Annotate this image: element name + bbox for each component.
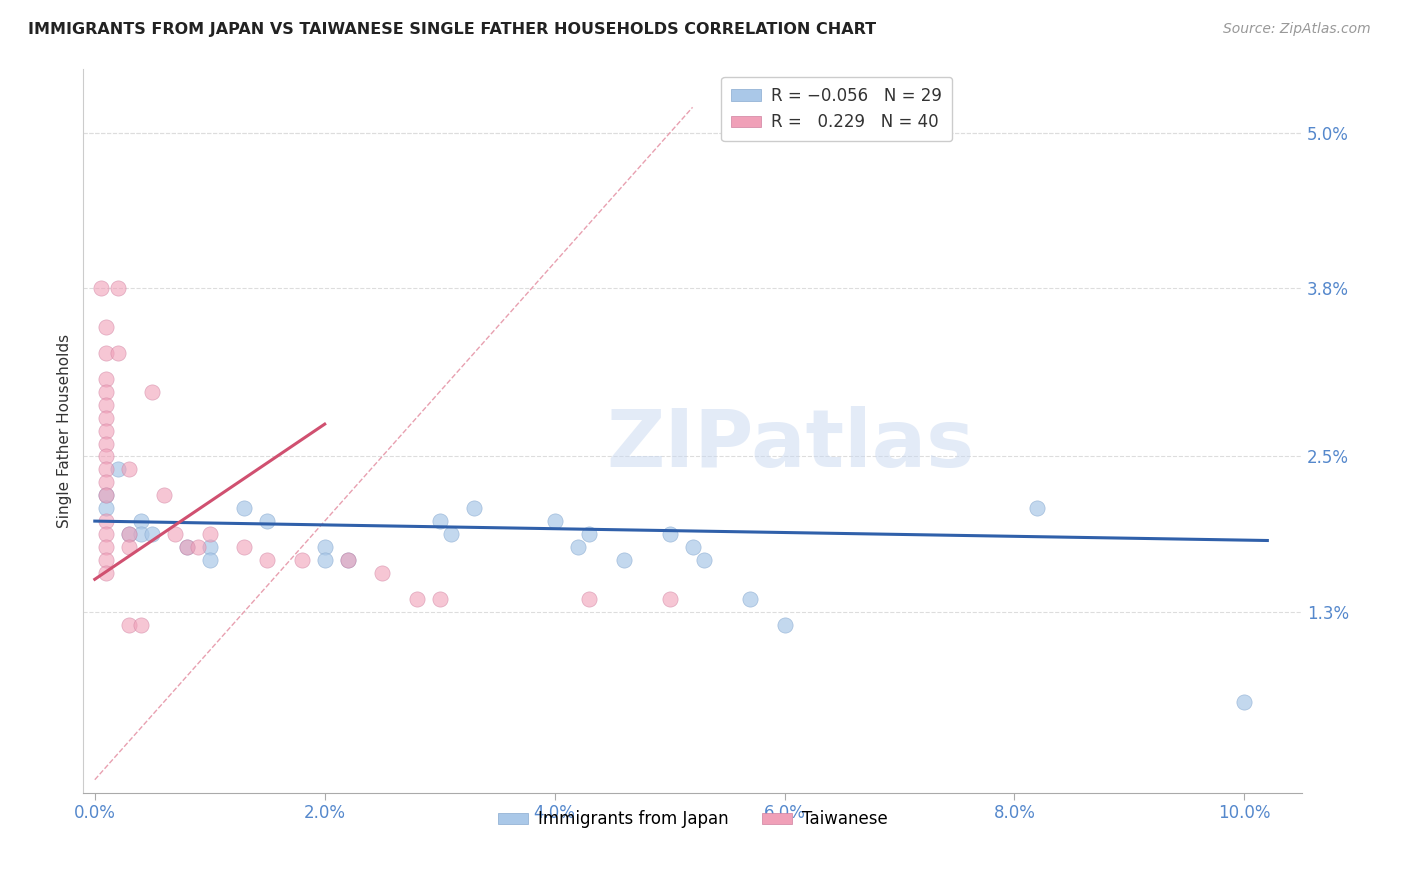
Point [543, 514, 565, 528]
Point [96, 424, 118, 438]
Point [96, 372, 118, 386]
Text: ZIPatlas: ZIPatlas [606, 406, 974, 484]
Point [96, 501, 118, 516]
Point [96, 488, 118, 502]
Point [405, 591, 427, 606]
Point [567, 540, 589, 554]
Legend: Immigrants from Japan, Taiwanese: Immigrants from Japan, Taiwanese [491, 804, 894, 835]
Point [429, 514, 451, 528]
Point [198, 540, 221, 554]
Point [176, 540, 198, 554]
Point [96, 566, 118, 580]
Point [578, 527, 600, 541]
Point [1233, 695, 1256, 709]
Text: Source: ZipAtlas.com: Source: ZipAtlas.com [1223, 22, 1371, 37]
Point [613, 553, 636, 567]
Text: IMMIGRANTS FROM JAPAN VS TAIWANESE SINGLE FATHER HOUSEHOLDS CORRELATION CHART: IMMIGRANTS FROM JAPAN VS TAIWANESE SINGL… [28, 22, 876, 37]
Point [141, 527, 163, 541]
Point [187, 540, 209, 554]
Point [118, 527, 141, 541]
Point [96, 514, 118, 528]
Point [1026, 501, 1049, 516]
Point [96, 553, 118, 567]
Point [773, 617, 796, 632]
Point [371, 566, 394, 580]
Point [152, 488, 174, 502]
Point [682, 540, 704, 554]
Y-axis label: Single Father Households: Single Father Households [58, 334, 72, 528]
Point [96, 384, 118, 399]
Point [176, 540, 198, 554]
Point [658, 591, 681, 606]
Point [141, 384, 163, 399]
Point [118, 617, 141, 632]
Point [314, 540, 336, 554]
Point [107, 346, 129, 360]
Point [314, 553, 336, 567]
Point [578, 591, 600, 606]
Point [90, 281, 112, 295]
Point [198, 527, 221, 541]
Point [336, 553, 359, 567]
Point [96, 475, 118, 490]
Point [118, 540, 141, 554]
Point [96, 540, 118, 554]
Point [198, 553, 221, 567]
Point [336, 553, 359, 567]
Point [233, 501, 256, 516]
Point [463, 501, 485, 516]
Point [96, 320, 118, 334]
Point [165, 527, 187, 541]
Point [256, 553, 278, 567]
Point [233, 540, 256, 554]
Point [96, 436, 118, 450]
Point [738, 591, 761, 606]
Point [429, 591, 451, 606]
Point [96, 346, 118, 360]
Point [118, 527, 141, 541]
Point [107, 462, 129, 476]
Point [129, 514, 152, 528]
Point [693, 553, 716, 567]
Point [96, 527, 118, 541]
Point [96, 450, 118, 464]
Point [96, 410, 118, 425]
Point [107, 281, 129, 295]
Point [256, 514, 278, 528]
Point [96, 488, 118, 502]
Point [96, 398, 118, 412]
Point [658, 527, 681, 541]
Point [129, 617, 152, 632]
Point [291, 553, 314, 567]
Point [129, 527, 152, 541]
Point [118, 462, 141, 476]
Point [440, 527, 463, 541]
Point [96, 462, 118, 476]
